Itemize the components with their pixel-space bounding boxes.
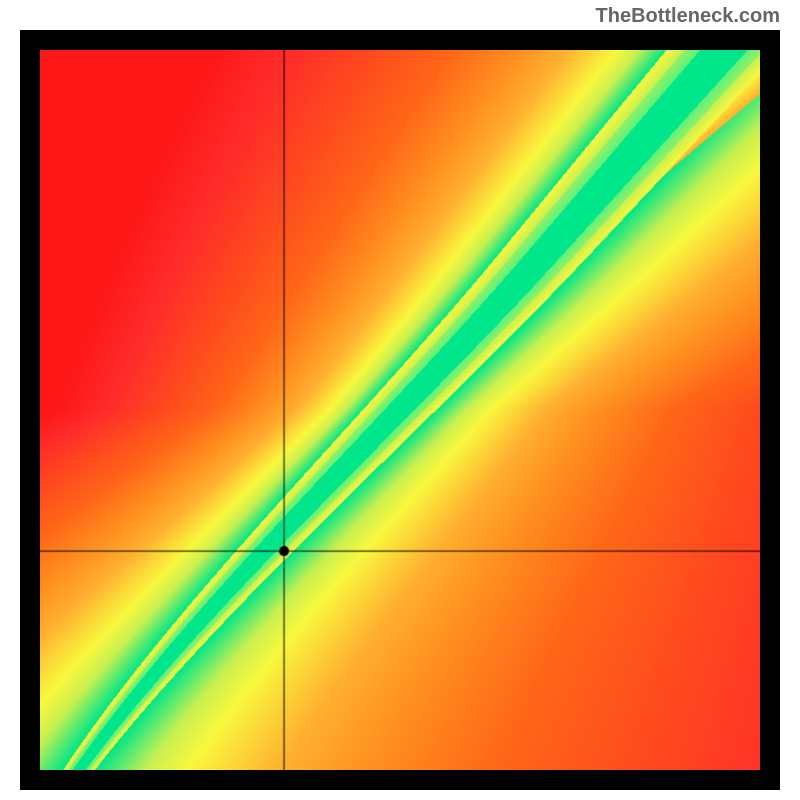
plot-frame <box>20 30 780 790</box>
watermark-text: TheBottleneck.com <box>596 5 780 28</box>
heatmap-canvas <box>40 50 760 770</box>
plot-area <box>40 50 760 770</box>
